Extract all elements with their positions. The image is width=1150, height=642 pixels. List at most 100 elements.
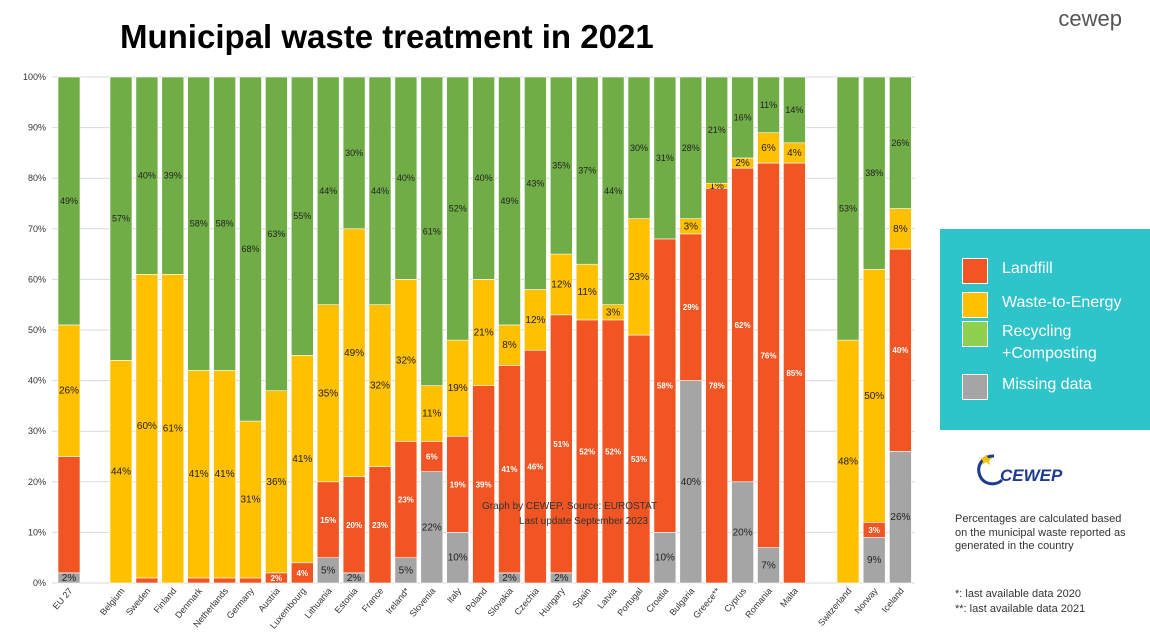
data-label: 49% [500,196,518,206]
bar-segment-landfill [57,456,81,574]
footnote-2021: **: last available data 2021 [955,603,1086,615]
bar-segment-recycling [653,76,677,240]
y-tick-label: 90% [28,123,46,133]
data-label: 53% [631,455,647,464]
data-label: 8% [893,224,908,235]
data-label: 51% [553,440,569,449]
x-tick-label: Germany [225,585,257,620]
y-tick-label: 10% [28,527,46,537]
data-label: 10% [448,553,468,564]
data-label: 39% [164,171,182,181]
bar-segment-recycling [342,76,366,230]
data-label: 12% [525,315,545,326]
bar-segment-recycling [889,76,912,209]
data-label: 52% [449,204,467,214]
y-tick-label: 100% [23,72,46,82]
data-label: 2% [347,573,362,584]
y-tick-label: 50% [28,325,46,335]
data-label: 22% [422,522,442,533]
data-label: 3% [606,307,621,318]
data-label: 2% [554,573,569,584]
x-tick-label: Croatia [644,586,670,615]
x-tick-label: Romania [743,586,774,620]
data-label: 2% [62,573,77,584]
x-tick-label: Hungary [537,585,567,618]
data-label: 26% [891,138,909,148]
data-label: 31% [656,153,674,163]
logo-text: CEWEP [1000,466,1063,485]
data-label: 14% [785,105,803,115]
bar-segment-recycling [472,76,495,280]
bar-segment-recycling [627,76,651,219]
data-label: 3% [684,221,699,232]
data-label: 32% [370,381,390,392]
x-tick-label: Belgium [98,586,127,617]
data-label: 61% [423,226,441,236]
legend-swatch [962,258,988,284]
x-tick-label: Spain [570,586,592,610]
data-label: 15% [320,516,336,525]
data-label: 19% [448,383,468,394]
source-annotation: Last update September 2023 [519,516,648,527]
data-label: 2% [502,573,517,584]
x-tick-label: Greece** [691,585,722,620]
legend-swatch [962,374,988,400]
data-label: 26% [59,386,79,397]
legend-item: Recycling +Composting [962,321,1097,365]
data-label: 44% [111,467,131,478]
bar-segment-recycling [549,76,573,255]
data-label: 7% [761,560,776,571]
x-tick-label: Cyprus [722,585,748,614]
legend-label: Waste-to-Energy [1002,294,1122,311]
data-label: 41% [292,454,312,465]
data-label: 48% [838,457,858,468]
data-label: 41% [189,469,209,480]
legend-item: Landfill [962,258,1053,284]
data-label: 44% [604,186,622,196]
bar-segment-recycling [757,76,780,133]
legend-item: Missing data [962,374,1092,400]
x-tick-label: Switzerland [816,586,854,628]
bar-segment-recycling [601,76,625,305]
bar-segment-recycling [524,76,547,290]
data-label: 5% [399,565,414,576]
footnote-2020: *: last available data 2020 [955,588,1081,600]
data-label: 58% [216,219,234,229]
data-label: 2% [735,158,750,169]
data-label: 60% [137,421,157,432]
data-label: 78% [709,382,725,391]
data-label: 23% [629,272,649,283]
data-label: 6% [761,143,776,154]
data-label: 26% [890,512,910,523]
data-label: 29% [683,303,699,312]
chart-title: Municipal waste treatment in 2021 [120,18,654,55]
bar-segment-recycling [368,76,392,305]
data-label: 2% [271,574,283,583]
data-label: 30% [345,148,363,158]
data-label: 31% [240,495,260,506]
bar-segment-recycling [498,76,521,326]
bar-segment-recycling [187,76,210,371]
legend-label: Missing data [1002,376,1092,393]
y-tick-label: 20% [28,477,46,487]
y-tick-label: 30% [28,426,46,436]
data-label: 53% [839,204,857,214]
y-tick-label: 0% [33,578,46,588]
data-label: 35% [318,388,338,399]
bar-segment-recycling [239,76,262,422]
data-label: 52% [605,447,621,456]
data-label: 41% [501,465,517,474]
data-label: 32% [396,355,416,366]
data-label: 44% [319,186,337,196]
data-label: 49% [344,348,364,359]
x-tick-label: Norway [852,585,880,615]
chart-legend: Landfill Waste-to-Energy Recycling +Compos… [940,229,1150,430]
data-label: 10% [655,553,675,564]
x-tick-label: Lithuania [303,586,334,620]
bar-segment-recycling [731,76,754,159]
bar-segment-recycling [394,76,418,280]
data-label: 62% [735,321,751,330]
y-tick-label: 60% [28,274,46,284]
data-label: 11% [760,100,777,110]
bar-segment-recycling [836,76,860,341]
